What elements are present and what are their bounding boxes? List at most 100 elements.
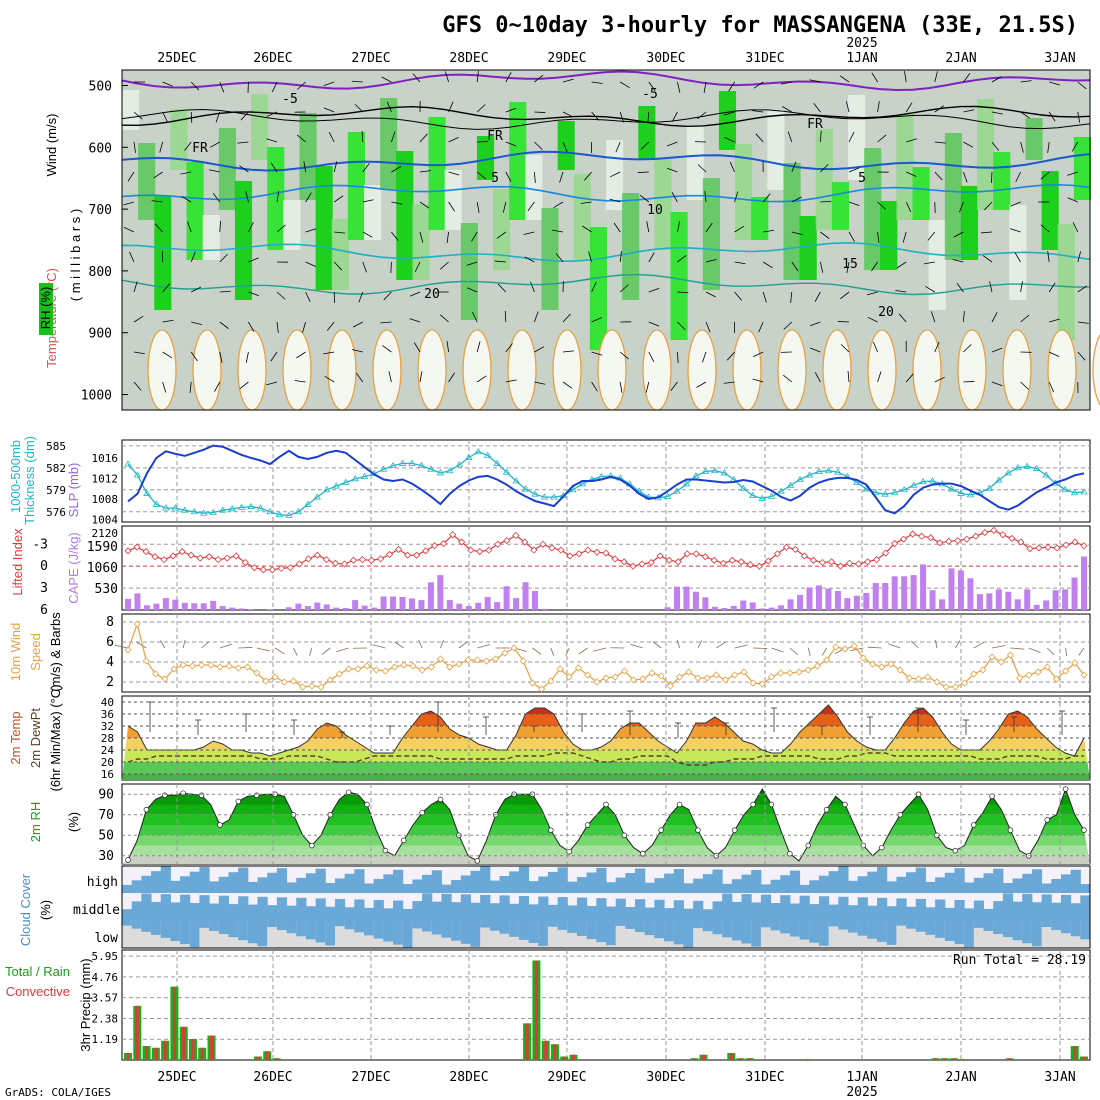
- wind-barb: [1020, 314, 1030, 323]
- wind-barb: [390, 261, 392, 274]
- low-cloud-bg: [983, 920, 994, 948]
- wind-barb: [877, 201, 887, 210]
- wind-barb: [591, 381, 598, 392]
- li-marker: [376, 555, 385, 563]
- thickness-marker: [360, 472, 369, 480]
- footer-credit: GrADS: COLA/IGES: [5, 1086, 111, 1099]
- rh-shade-cell: [573, 174, 591, 260]
- thickness-tick: 582: [46, 462, 66, 475]
- wind-speed-marker: [400, 661, 408, 669]
- low-cloud-cell: [489, 920, 501, 931]
- high-cloud-cell: [393, 869, 404, 893]
- wind-barb: [305, 291, 311, 303]
- rh-shade-cell: [218, 128, 236, 210]
- wind-barb: [648, 288, 660, 293]
- wind-speed-marker: [372, 666, 380, 674]
- wind-barb: [934, 171, 943, 181]
- high-cloud-cell: [315, 868, 326, 893]
- low-cloud-bg: [770, 920, 781, 948]
- cape-bar: [342, 608, 349, 610]
- wind-barb: [871, 72, 878, 83]
- li-marker: [773, 550, 781, 558]
- thickness-marker: [351, 475, 359, 482]
- high-cloud-cell: [480, 866, 491, 893]
- temp-band: [122, 750, 1090, 762]
- grid: [122, 784, 1090, 864]
- wind-barb: [248, 222, 254, 233]
- middle-cloud-cell: [257, 896, 268, 920]
- wind-barb: [619, 81, 630, 89]
- cape-bar: [683, 586, 690, 610]
- middle-cloud-cell: [799, 895, 810, 920]
- date-tick-top: 30DEC: [646, 51, 685, 66]
- low-cloud-bg: [354, 920, 365, 948]
- wind-speed-marker: [317, 683, 325, 691]
- li-marker: [1008, 534, 1016, 542]
- high-cloud-cell: [460, 875, 471, 893]
- low-cloud-bg: [276, 920, 288, 948]
- low-cloud-cell: [857, 920, 868, 936]
- rh-shade-cell: [670, 212, 688, 340]
- thickness-marker: [266, 507, 274, 515]
- thickness-marker: [417, 461, 426, 469]
- wind-speed-marker: [657, 672, 665, 680]
- low-cloud-cell: [906, 920, 917, 929]
- middle-cloud-cell: [170, 902, 181, 920]
- rh-shade-cell: [364, 185, 382, 240]
- wind-barb-10m: [676, 640, 680, 649]
- wind-barb-10m: [807, 647, 811, 657]
- thickness-marker: [294, 507, 303, 515]
- wind-barb: [1077, 351, 1086, 361]
- slp-axes: 585 582 579 576 1016 1012 1008 1004: [46, 440, 118, 527]
- date-tick-top: 3JAN: [1044, 51, 1075, 66]
- cape-bar: [778, 605, 785, 610]
- wind-barb: [1048, 282, 1056, 293]
- high-cloud-cell: [760, 884, 772, 893]
- wind-barb: [419, 231, 424, 243]
- precip-convective-bar: [952, 1058, 956, 1060]
- warm-plume: [597, 329, 627, 411]
- contour-label: 20: [878, 305, 894, 320]
- wind-tick: 2: [106, 675, 114, 690]
- rh-marker: [842, 801, 848, 808]
- low-cloud-cell: [509, 920, 520, 937]
- wind-barb: [534, 381, 546, 385]
- high-cloud-cell: [886, 881, 897, 893]
- wind-speed-marker: [721, 676, 730, 684]
- wind-barb: [906, 171, 917, 177]
- middle-cloud-cell: [654, 899, 665, 920]
- wind-barb: [271, 81, 278, 93]
- wind-barb: [645, 381, 650, 393]
- low-cloud-cell: [635, 920, 646, 933]
- wind-speed-marker: [795, 668, 803, 676]
- li-tick: 0: [40, 559, 48, 574]
- middle-cloud-cell: [780, 895, 791, 920]
- wind-barb-10m: [753, 647, 768, 649]
- li-marker: [205, 553, 213, 561]
- rh-shade-cell: [1041, 171, 1059, 250]
- cape-bar: [475, 602, 482, 610]
- thickness-marker: [1080, 488, 1088, 495]
- middle-cloud-cell: [141, 893, 152, 920]
- wind-barb: [303, 161, 306, 173]
- rh-shade-cell: [928, 220, 946, 310]
- cape-bar: [323, 604, 330, 610]
- middle-cloud-cell: [857, 897, 868, 920]
- high-cloud-cell: [673, 868, 684, 893]
- date-tick-bottom: 28DEC: [449, 1070, 488, 1085]
- rh-band: [122, 804, 1090, 815]
- li-marker: [629, 562, 637, 570]
- rh-marker: [345, 789, 352, 795]
- wind-barb: [791, 261, 799, 272]
- middle-cloud-cell: [954, 900, 965, 920]
- wind-barb: [787, 131, 793, 143]
- wind-barb: [129, 251, 135, 263]
- high-cloud-cell: [1070, 869, 1081, 893]
- rh-shade-cell: [815, 129, 833, 230]
- wind-speed-marker: [639, 675, 647, 683]
- wind-barb: [991, 171, 993, 184]
- high-cloud-cell: [567, 881, 578, 893]
- temp-band: [122, 762, 1090, 774]
- thickness-marker: [200, 509, 208, 516]
- middle-cloud-cell: [286, 905, 297, 920]
